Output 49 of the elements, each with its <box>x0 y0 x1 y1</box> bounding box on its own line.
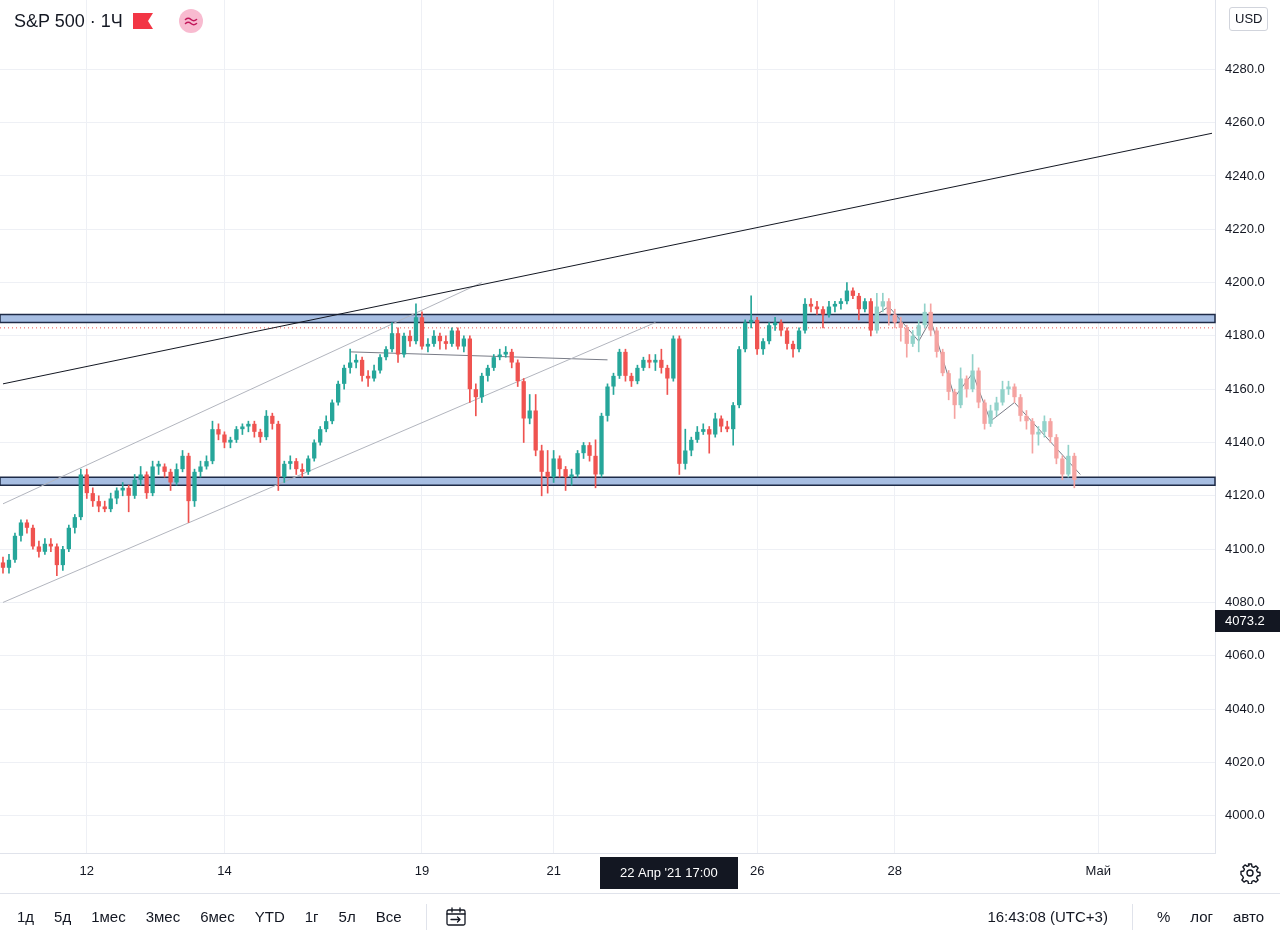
text: авто <box>1231 907 1265 926</box>
text: лог <box>1189 907 1214 926</box>
text: 16:43:08 (UTC+3) <box>986 907 1109 926</box>
x-tick-label: 28 <box>887 863 903 879</box>
text: 1г <box>303 907 320 926</box>
price-tag: 4073.2 <box>1215 609 1280 632</box>
text: Все <box>374 907 403 926</box>
y-tick-label: 4260.0 <box>1225 114 1265 130</box>
y-tick-label: 4040.0 <box>1225 700 1265 716</box>
candlestick <box>503 346 508 358</box>
text: 5л <box>337 907 357 926</box>
candlestick <box>808 298 814 313</box>
text: S&P 500 · 1Ч <box>14 10 123 32</box>
candlestick <box>365 370 371 387</box>
text: 5д <box>53 907 73 926</box>
text: % <box>1155 907 1172 926</box>
y-tick-label: 4280.0 <box>1225 60 1265 76</box>
x-tick-label: 26 <box>749 863 765 879</box>
candlestick <box>838 298 844 310</box>
x-tick-label: 14 <box>217 863 232 879</box>
text: YTD <box>253 907 286 926</box>
y-tick-label: 4200.0 <box>1225 274 1265 290</box>
x-tick-label: 19 <box>414 863 430 879</box>
y-tick-label: 4220.0 <box>1225 220 1265 236</box>
candlestick <box>443 335 449 350</box>
y-tick-label: 4060.0 <box>1225 647 1265 663</box>
candlestick <box>288 455 293 470</box>
candlestick <box>748 295 754 329</box>
x-tick-label: 12 <box>79 863 95 879</box>
y-axis-title: USD <box>1229 7 1269 31</box>
x-tick-label: Май <box>1085 863 1112 879</box>
x-tick-label: 21 <box>546 863 561 879</box>
y-tick-label: 4080.0 <box>1225 594 1265 610</box>
text: 1мес <box>90 907 127 926</box>
text: 1д <box>16 907 36 926</box>
text: 6мес <box>199 907 236 926</box>
candlestick <box>425 338 431 353</box>
candlestick <box>300 463 305 478</box>
time-tag: 22 Апр '21 17:00 <box>600 857 738 889</box>
y-tick-label: 4120.0 <box>1225 487 1265 503</box>
y-tick-label: 4140.0 <box>1225 434 1265 450</box>
text: 3мес <box>144 907 182 926</box>
y-tick-label: 4100.0 <box>1225 540 1265 556</box>
y-tick-label: 4160.0 <box>1225 380 1265 396</box>
y-tick-label: 4000.0 <box>1225 807 1265 823</box>
y-tick-label: 4180.0 <box>1225 327 1265 343</box>
y-tick-label: 4020.0 <box>1225 753 1265 769</box>
y-tick-label: 4240.0 <box>1225 167 1265 183</box>
candlestick <box>353 354 359 369</box>
